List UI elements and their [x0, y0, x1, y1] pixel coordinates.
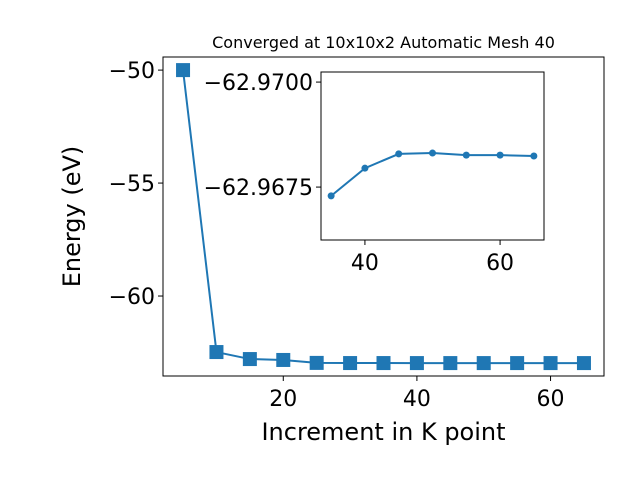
y-tick-label: −60: [109, 285, 155, 310]
y-tick-label: −55: [109, 172, 155, 197]
x-tick-label: 20: [269, 387, 297, 412]
data-point: [395, 150, 403, 158]
y-tick-label: −62.9675: [204, 176, 313, 201]
data-point: [276, 352, 291, 367]
x-tick-label: 40: [403, 387, 431, 412]
data-point: [343, 356, 358, 371]
y-axis-label: Energy (eV): [58, 146, 86, 288]
plot-frame: [162, 56, 605, 377]
data-point: [409, 356, 424, 371]
data-point: [443, 356, 458, 371]
data-point: [530, 152, 538, 160]
data-point: [361, 164, 369, 172]
x-tick-label: 60: [486, 251, 514, 276]
data-point: [429, 149, 436, 157]
data-point: [496, 151, 504, 159]
x-axis-label: Increment in K point: [261, 418, 505, 446]
inset-plot: 40 60 −62.9700 −62.9675: [204, 71, 545, 276]
data-point: [576, 356, 591, 371]
data-point: [543, 356, 558, 371]
data-point: [209, 345, 224, 360]
x-tick-label: 60: [537, 387, 565, 412]
data-point: [176, 63, 191, 78]
plot-frame: [320, 71, 545, 241]
y-tick-label: −62.9700: [204, 71, 313, 96]
x-tick-label: 40: [351, 251, 379, 276]
chart-title: Converged at 10x10x2 Automatic Mesh 40: [212, 33, 555, 52]
data-point: [327, 192, 335, 200]
data-point: [376, 356, 391, 371]
data-point: [476, 356, 491, 371]
data-point: [462, 151, 470, 159]
data-point: [510, 356, 525, 371]
data-point: [309, 355, 324, 370]
y-tick-label: −50: [109, 59, 155, 84]
data-point: [242, 352, 257, 367]
